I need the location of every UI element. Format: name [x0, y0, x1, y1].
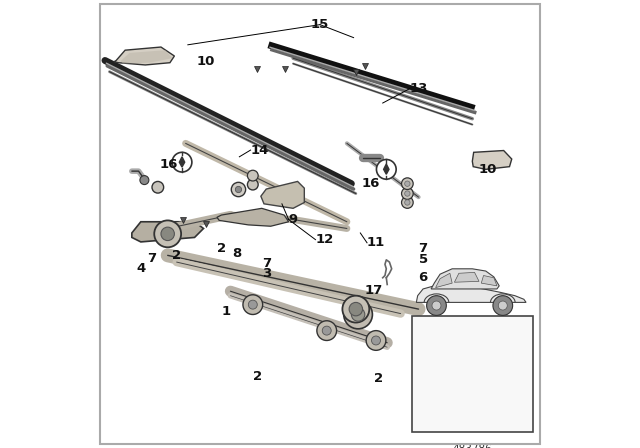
Circle shape	[427, 296, 446, 315]
Polygon shape	[114, 47, 174, 65]
Circle shape	[248, 179, 258, 190]
Text: 5: 5	[419, 253, 428, 267]
Circle shape	[401, 188, 413, 199]
Text: 4: 4	[136, 262, 145, 276]
Circle shape	[344, 300, 372, 329]
Polygon shape	[416, 286, 526, 302]
Circle shape	[322, 326, 332, 335]
Text: 2: 2	[253, 370, 262, 383]
Circle shape	[342, 296, 369, 323]
Circle shape	[401, 178, 413, 190]
Circle shape	[248, 300, 257, 309]
Circle shape	[376, 159, 396, 179]
Text: 14: 14	[250, 143, 269, 157]
Polygon shape	[132, 222, 204, 242]
Text: 7: 7	[262, 257, 271, 270]
Text: 10: 10	[479, 163, 497, 176]
Circle shape	[371, 336, 380, 345]
Text: 9: 9	[289, 213, 298, 226]
Polygon shape	[431, 269, 499, 289]
Text: 2: 2	[217, 242, 226, 255]
Circle shape	[140, 176, 149, 185]
Circle shape	[404, 191, 410, 196]
Circle shape	[248, 170, 258, 181]
Circle shape	[231, 182, 246, 197]
Circle shape	[493, 296, 513, 315]
Circle shape	[349, 302, 362, 316]
Circle shape	[432, 301, 441, 310]
Text: 11: 11	[367, 236, 385, 250]
Text: 10: 10	[196, 55, 215, 69]
Circle shape	[351, 308, 365, 321]
Text: 2: 2	[374, 372, 383, 385]
Text: 6: 6	[419, 271, 428, 284]
Polygon shape	[454, 272, 479, 282]
Text: 8: 8	[232, 246, 241, 260]
Text: 15: 15	[311, 18, 329, 31]
Text: 7: 7	[419, 242, 428, 255]
Polygon shape	[383, 164, 389, 174]
Text: 12: 12	[316, 233, 334, 246]
Text: 17: 17	[365, 284, 383, 297]
Circle shape	[152, 181, 164, 193]
Circle shape	[317, 321, 337, 340]
Circle shape	[243, 295, 262, 314]
Circle shape	[154, 220, 181, 247]
Text: 7: 7	[147, 252, 157, 266]
Text: 16: 16	[159, 158, 177, 172]
Circle shape	[172, 152, 192, 172]
Circle shape	[499, 301, 508, 310]
Bar	[412, 316, 532, 432]
Circle shape	[404, 181, 410, 186]
Polygon shape	[261, 181, 305, 208]
Text: 483786: 483786	[452, 444, 492, 448]
Text: 16: 16	[361, 177, 380, 190]
Polygon shape	[120, 50, 172, 64]
Circle shape	[404, 200, 410, 205]
Polygon shape	[179, 157, 185, 167]
Text: 2: 2	[172, 249, 181, 262]
Text: 13: 13	[410, 82, 428, 95]
Polygon shape	[436, 273, 452, 288]
Circle shape	[366, 331, 386, 350]
Polygon shape	[481, 276, 497, 286]
Polygon shape	[472, 151, 512, 169]
Circle shape	[401, 197, 413, 208]
Text: 1: 1	[221, 305, 230, 318]
Text: 3: 3	[262, 267, 271, 280]
Circle shape	[236, 186, 241, 193]
Circle shape	[161, 227, 174, 241]
Polygon shape	[217, 208, 289, 226]
